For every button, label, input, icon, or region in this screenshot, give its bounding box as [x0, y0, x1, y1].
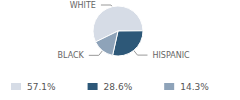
svg-text:57.1%: 57.1%	[27, 82, 56, 92]
svg-text:28.6%: 28.6%	[104, 82, 133, 92]
svg-text:14.3%: 14.3%	[180, 82, 209, 92]
svg-text:BLACK: BLACK	[58, 51, 85, 60]
svg-text:HISPANIC: HISPANIC	[152, 51, 190, 60]
svg-text:WHITE: WHITE	[70, 1, 96, 10]
